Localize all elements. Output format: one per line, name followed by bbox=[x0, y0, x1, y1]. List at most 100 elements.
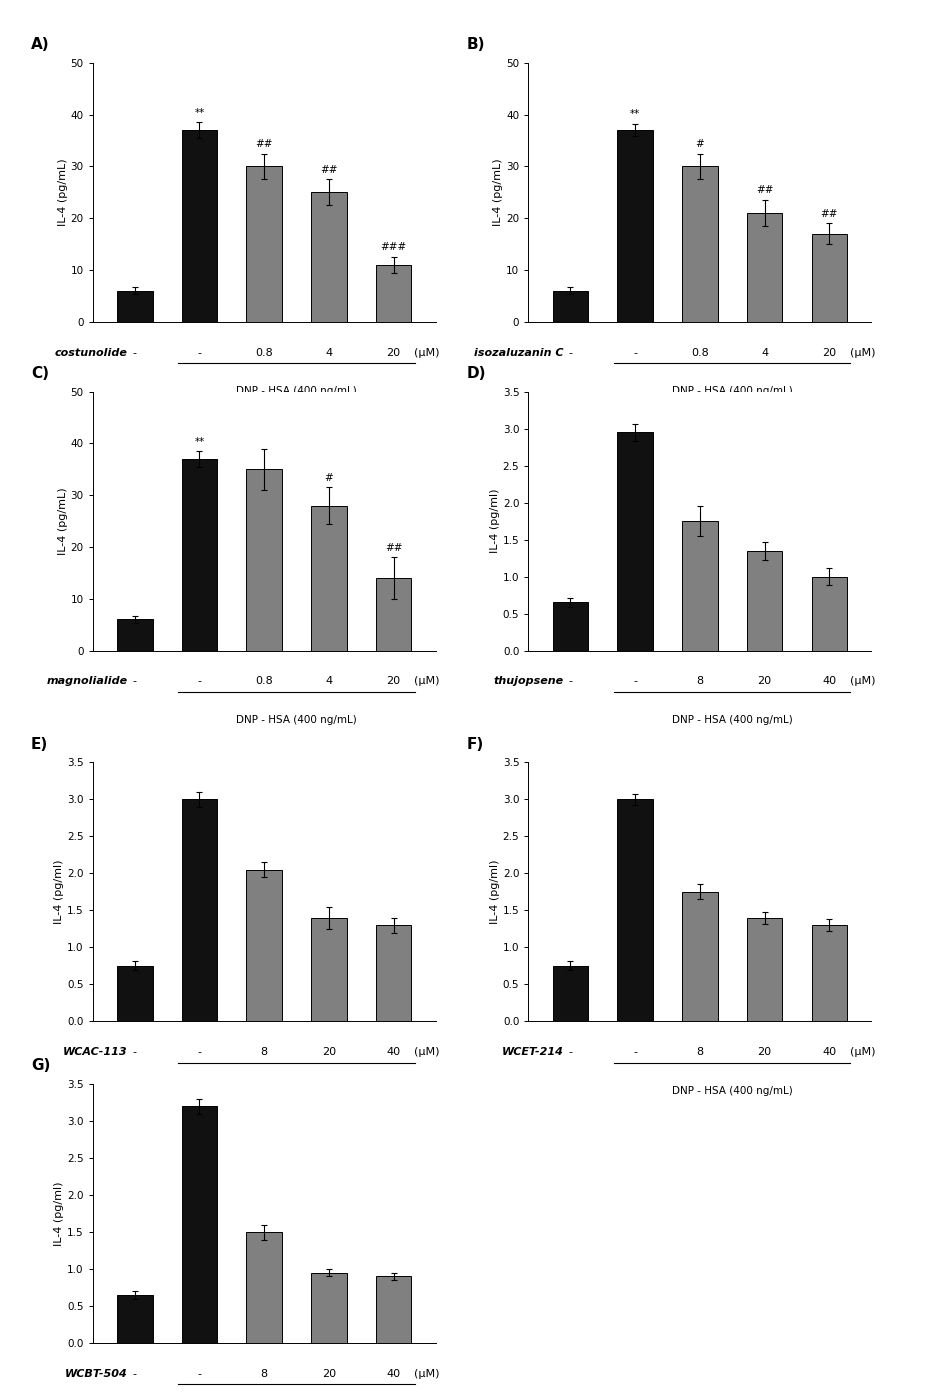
Bar bbox=[182, 459, 217, 651]
Bar bbox=[117, 291, 153, 322]
Bar bbox=[247, 166, 282, 322]
Bar bbox=[811, 925, 847, 1021]
Text: WCET-214: WCET-214 bbox=[502, 1046, 564, 1058]
Text: ###: ### bbox=[380, 242, 407, 252]
Text: -: - bbox=[197, 1368, 201, 1379]
Text: 0.8: 0.8 bbox=[255, 347, 273, 358]
Text: (μM): (μM) bbox=[850, 347, 875, 358]
Text: -: - bbox=[133, 1368, 137, 1379]
Text: 0.8: 0.8 bbox=[691, 347, 709, 358]
Text: ##: ## bbox=[756, 186, 773, 196]
Text: -: - bbox=[568, 676, 573, 687]
Text: (μM): (μM) bbox=[850, 676, 875, 687]
Text: **: ** bbox=[195, 108, 205, 118]
Bar bbox=[617, 799, 653, 1021]
Y-axis label: IL-4 (pg/ml): IL-4 (pg/ml) bbox=[55, 859, 64, 925]
Text: (μM): (μM) bbox=[414, 347, 439, 358]
Text: -: - bbox=[197, 676, 201, 687]
Text: 40: 40 bbox=[822, 676, 836, 687]
Text: -: - bbox=[568, 1046, 573, 1058]
Text: -: - bbox=[633, 1046, 637, 1058]
Bar bbox=[311, 505, 347, 651]
Bar bbox=[375, 578, 412, 651]
Text: ##: ## bbox=[820, 208, 838, 218]
Bar bbox=[117, 1295, 153, 1343]
Y-axis label: IL-4 (pg/ml): IL-4 (pg/ml) bbox=[55, 1181, 64, 1247]
Text: 20: 20 bbox=[387, 676, 400, 687]
Text: ##: ## bbox=[256, 139, 273, 148]
Text: -: - bbox=[568, 347, 573, 358]
Text: 20: 20 bbox=[822, 347, 836, 358]
Text: C): C) bbox=[31, 367, 49, 381]
Text: 40: 40 bbox=[387, 1046, 400, 1058]
Text: -: - bbox=[133, 676, 137, 687]
Text: #: # bbox=[695, 139, 705, 148]
Text: thujopsene: thujopsene bbox=[493, 676, 564, 687]
Text: 8: 8 bbox=[260, 1368, 268, 1379]
Bar bbox=[747, 213, 782, 322]
Text: (μM): (μM) bbox=[414, 676, 439, 687]
Text: DNP - HSA (400 ng/mL): DNP - HSA (400 ng/mL) bbox=[672, 386, 793, 396]
Text: 20: 20 bbox=[322, 1046, 336, 1058]
Text: #: # bbox=[324, 473, 334, 483]
Text: -: - bbox=[197, 347, 201, 358]
Text: costunolide: costunolide bbox=[55, 347, 128, 358]
Bar bbox=[617, 130, 653, 322]
Text: **: ** bbox=[630, 109, 641, 119]
Text: 20: 20 bbox=[387, 347, 400, 358]
Text: DNP - HSA (400 ng/mL): DNP - HSA (400 ng/mL) bbox=[236, 715, 357, 725]
Text: G): G) bbox=[31, 1058, 50, 1073]
Text: -: - bbox=[133, 347, 137, 358]
Bar bbox=[375, 925, 412, 1021]
Bar bbox=[552, 965, 589, 1021]
Bar bbox=[311, 192, 347, 322]
Text: 0.8: 0.8 bbox=[255, 676, 273, 687]
Text: 4: 4 bbox=[325, 347, 333, 358]
Text: 40: 40 bbox=[387, 1368, 400, 1379]
Bar bbox=[811, 234, 847, 322]
Text: E): E) bbox=[31, 736, 48, 751]
Bar bbox=[375, 1276, 412, 1343]
Text: F): F) bbox=[466, 736, 484, 751]
Bar bbox=[311, 1273, 347, 1343]
Y-axis label: IL-4 (pg/ml): IL-4 (pg/ml) bbox=[490, 859, 500, 925]
Text: -: - bbox=[197, 1046, 201, 1058]
Bar bbox=[811, 576, 847, 651]
Y-axis label: IL-4 (pg/mL): IL-4 (pg/mL) bbox=[57, 158, 68, 227]
Bar bbox=[552, 603, 589, 651]
Text: magnolialide: magnolialide bbox=[46, 676, 128, 687]
Bar bbox=[247, 870, 282, 1021]
Text: DNP - HSA (400 ng/mL): DNP - HSA (400 ng/mL) bbox=[236, 386, 357, 396]
Text: ##: ## bbox=[320, 165, 337, 175]
Text: 20: 20 bbox=[757, 1046, 771, 1058]
Bar bbox=[247, 1233, 282, 1343]
Text: DNP - HSA (400 ng/mL): DNP - HSA (400 ng/mL) bbox=[236, 1086, 357, 1095]
Text: 40: 40 bbox=[822, 1046, 836, 1058]
Text: DNP - HSA (400 ng/mL): DNP - HSA (400 ng/mL) bbox=[672, 1086, 793, 1095]
Text: B): B) bbox=[466, 36, 485, 52]
Y-axis label: IL-4 (pg/ml): IL-4 (pg/ml) bbox=[490, 488, 500, 554]
Text: -: - bbox=[633, 347, 637, 358]
Text: isozaluzanin C: isozaluzanin C bbox=[474, 347, 564, 358]
Y-axis label: IL-4 (pg/mL): IL-4 (pg/mL) bbox=[57, 487, 68, 555]
Text: DNP - HSA (400 ng/mL): DNP - HSA (400 ng/mL) bbox=[672, 715, 793, 725]
Text: A): A) bbox=[31, 36, 49, 52]
Bar bbox=[247, 470, 282, 651]
Bar bbox=[375, 264, 412, 322]
Text: ##: ## bbox=[385, 543, 402, 553]
Text: 4: 4 bbox=[761, 347, 768, 358]
Text: -: - bbox=[133, 1046, 137, 1058]
Y-axis label: IL-4 (pg/mL): IL-4 (pg/mL) bbox=[493, 158, 503, 227]
Text: WCAC-113: WCAC-113 bbox=[63, 1046, 128, 1058]
Text: 20: 20 bbox=[322, 1368, 336, 1379]
Bar bbox=[747, 551, 782, 651]
Bar bbox=[617, 432, 653, 651]
Text: **: ** bbox=[195, 436, 205, 446]
Text: 20: 20 bbox=[757, 676, 771, 687]
Text: 8: 8 bbox=[696, 1046, 704, 1058]
Text: -: - bbox=[633, 676, 637, 687]
Bar bbox=[682, 893, 717, 1021]
Text: (μM): (μM) bbox=[414, 1368, 439, 1379]
Bar bbox=[182, 1107, 217, 1343]
Text: 8: 8 bbox=[260, 1046, 268, 1058]
